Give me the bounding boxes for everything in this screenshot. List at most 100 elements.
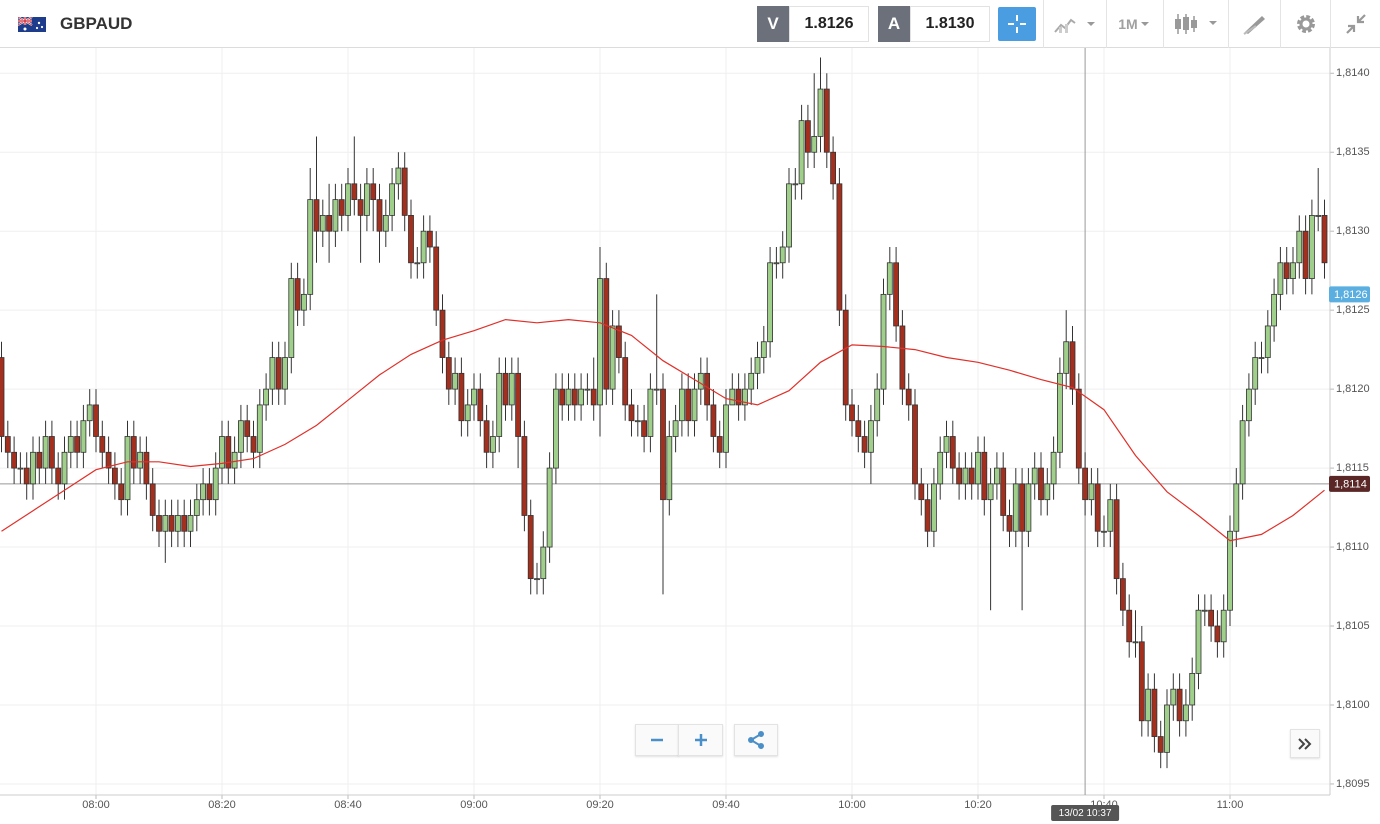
candle-body <box>956 467 962 485</box>
candle-body <box>351 183 358 201</box>
candle-body <box>817 88 824 137</box>
bid-price[interactable]: 1.8126 <box>789 6 869 42</box>
candle-body <box>508 372 515 406</box>
candle-body <box>426 230 433 248</box>
candle-body <box>61 451 68 485</box>
y-tick-label: 1,8105 <box>1336 620 1370 632</box>
candle-body <box>225 436 232 469</box>
zoom-out-button[interactable] <box>635 724 679 756</box>
candle-body <box>616 325 622 358</box>
candle-icon <box>1175 14 1217 34</box>
y-tick-label: 1,8125 <box>1336 304 1370 316</box>
candle-body <box>174 515 181 532</box>
candle-body <box>4 436 11 453</box>
candle-body <box>326 215 333 232</box>
x-tick-label: 08:20 <box>208 799 236 811</box>
scroll-right-button[interactable] <box>1290 729 1320 758</box>
candle-body <box>1031 467 1038 485</box>
candle-body <box>1164 704 1170 753</box>
zoom-in-button[interactable] <box>678 724 723 756</box>
candle-body <box>1176 688 1183 722</box>
candle-body <box>30 451 36 485</box>
timeframe: 1M <box>1118 16 1138 32</box>
candle-body <box>1019 483 1025 532</box>
crosshair-tag-label: 1,8114 <box>1334 478 1367 490</box>
candle-body <box>540 546 547 580</box>
candle-body <box>874 388 881 422</box>
candle-body <box>691 388 698 422</box>
candle-body <box>1000 467 1007 516</box>
double-arrow-icon <box>1298 737 1312 750</box>
candle-body <box>723 404 729 453</box>
candle-body <box>760 341 767 358</box>
candle-body <box>962 467 969 485</box>
candle-body <box>1038 467 1044 501</box>
timeframe-button[interactable]: 1M <box>1106 0 1163 48</box>
candle-body <box>11 451 18 469</box>
candle-body <box>23 467 30 485</box>
ask-price[interactable]: 1.8130 <box>910 6 990 42</box>
candle-body <box>1189 672 1196 706</box>
candle-body <box>1271 293 1277 327</box>
candle-body <box>489 436 496 453</box>
candle-body <box>975 451 981 485</box>
candle-body <box>987 483 994 501</box>
candle-body <box>1290 262 1296 279</box>
candle-body <box>0 357 5 437</box>
y-tick-label: 1,8100 <box>1336 699 1370 711</box>
candle-body <box>55 467 62 485</box>
candle-body <box>143 451 150 485</box>
indicator-button[interactable] <box>1043 0 1106 48</box>
moving-average-line <box>1 318 1325 542</box>
collapse-button[interactable] <box>1330 0 1380 48</box>
candle-body <box>168 515 175 532</box>
candle-body <box>912 404 918 485</box>
candle-body <box>483 420 490 453</box>
candle-body <box>1050 451 1057 485</box>
candle-body <box>704 372 710 406</box>
candle-body <box>244 420 251 437</box>
candle-body <box>345 183 351 216</box>
candle-body <box>748 372 755 390</box>
candle-body <box>628 404 635 422</box>
share-button[interactable] <box>734 724 778 756</box>
minus-icon <box>651 738 663 742</box>
y-tick-label: 1,8140 <box>1336 67 1370 79</box>
candle-body <box>527 515 534 580</box>
candle-body <box>1057 372 1063 453</box>
crosshair-button[interactable] <box>998 7 1036 41</box>
candle-body <box>1044 483 1051 501</box>
y-tick-label: 1,8095 <box>1336 778 1370 790</box>
candle-body <box>1094 483 1101 532</box>
candle-body <box>496 372 503 437</box>
candle-body <box>981 451 988 501</box>
candle-body <box>735 388 742 406</box>
gear-icon <box>1296 15 1315 33</box>
settings-button[interactable] <box>1280 0 1330 48</box>
candle-body <box>439 309 446 358</box>
candle-body <box>1195 609 1202 674</box>
candle-body <box>571 388 578 406</box>
candle-body <box>697 372 704 390</box>
candle-body <box>49 436 55 469</box>
candle-body <box>1264 325 1271 358</box>
candle-body <box>1315 215 1322 217</box>
plus-icon <box>694 734 707 746</box>
symbol: GBPAUD <box>60 14 133 33</box>
candle-body <box>584 388 591 391</box>
candle-body <box>729 388 736 406</box>
candle-body <box>1151 688 1158 737</box>
candle-body <box>401 167 408 216</box>
candle-body <box>1220 609 1227 643</box>
candle-body <box>156 515 162 532</box>
candle-body <box>1138 641 1145 722</box>
candle-body <box>660 388 666 501</box>
candle-body <box>67 436 74 453</box>
candle-body <box>1082 467 1088 501</box>
draw-button[interactable] <box>1228 0 1280 48</box>
candle-body <box>849 404 855 422</box>
chart-type-button[interactable] <box>1163 0 1228 48</box>
candle-body <box>200 483 207 501</box>
candle-body <box>452 372 459 390</box>
